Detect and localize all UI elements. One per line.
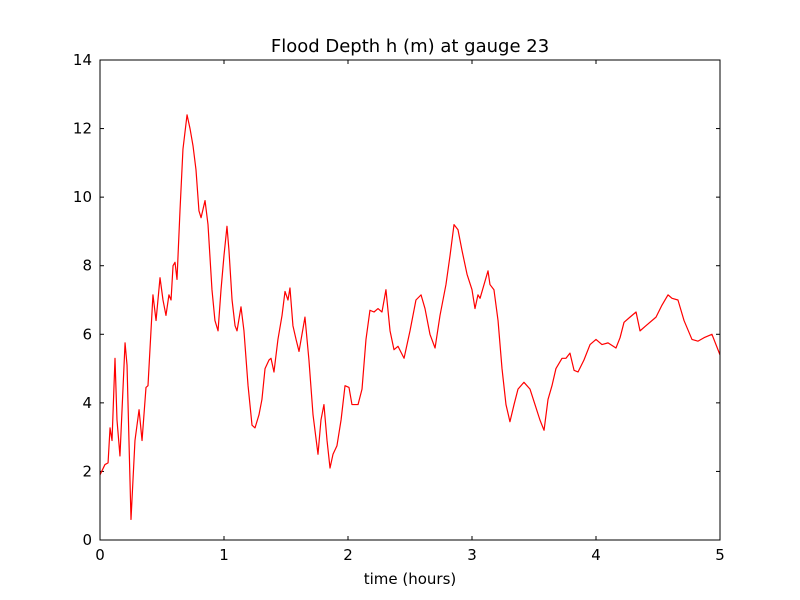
x-axis-label: time (hours)	[364, 570, 457, 588]
y-tick-label: 10	[73, 188, 92, 206]
x-tick-label: 3	[467, 546, 477, 564]
chart-title: Flood Depth h (m) at gauge 23	[271, 36, 549, 57]
y-tick-label: 14	[73, 51, 92, 69]
y-tick-label: 12	[73, 120, 92, 138]
y-tick-label: 6	[82, 325, 92, 343]
y-tick-label: 0	[82, 531, 92, 549]
data-line	[99, 114, 721, 521]
y-tick-label: 2	[82, 462, 92, 480]
x-tick-label: 1	[219, 546, 229, 564]
y-tick-label: 4	[82, 394, 92, 412]
x-tick-label: 5	[715, 546, 725, 564]
x-tick-label: 0	[95, 546, 105, 564]
plot-frame	[99, 59, 721, 541]
x-tick-label: 2	[343, 546, 353, 564]
y-tick-label: 8	[82, 257, 92, 275]
x-tick-label: 4	[591, 546, 601, 564]
